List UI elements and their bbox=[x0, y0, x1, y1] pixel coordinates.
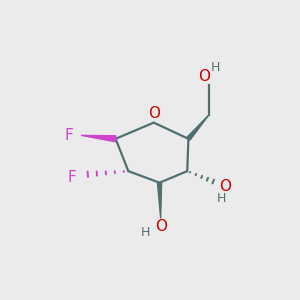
Text: H: H bbox=[141, 226, 150, 239]
Polygon shape bbox=[187, 115, 209, 140]
Text: F: F bbox=[68, 170, 76, 185]
Text: H: H bbox=[217, 192, 226, 206]
Text: H: H bbox=[211, 61, 220, 74]
Text: F: F bbox=[64, 128, 73, 143]
Text: O: O bbox=[219, 178, 231, 194]
Text: O: O bbox=[148, 106, 160, 121]
Polygon shape bbox=[158, 183, 162, 218]
Text: O: O bbox=[199, 69, 211, 84]
Polygon shape bbox=[81, 135, 116, 142]
Text: O: O bbox=[155, 219, 167, 234]
